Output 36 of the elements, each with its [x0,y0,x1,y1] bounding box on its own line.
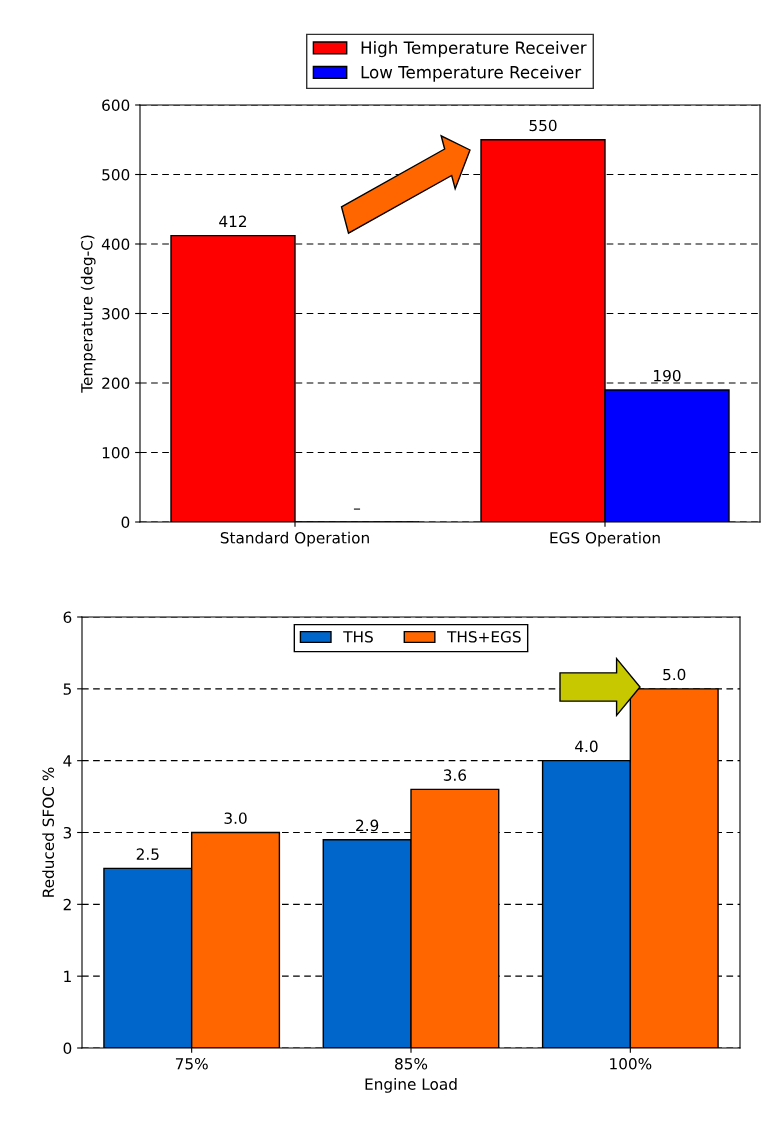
x-tick-label: Standard Operation [220,531,369,547]
text: – [353,508,361,510]
data-label: 5.0 [663,668,686,681]
x-tick-label: EGS Operation [550,531,660,547]
x-tick-label: 100% [610,1057,652,1070]
y-tick-label: 0 [121,516,130,529]
data-label: 3.6 [443,769,467,781]
legend-label: Low Temperature Receiver [361,65,582,82]
y-tick-label: 0 [63,1042,72,1055]
data-label: 2.5 [136,848,159,860]
data-label: 190 [654,369,681,382]
y-axis-title: Reduced SFOC % [42,767,55,897]
y-axis-title: Temperature (deg-C) [80,235,96,393]
data-label: 2.9 [356,819,379,832]
data-label: 412 [219,215,247,227]
data-label: 550 [529,119,557,132]
legend-label: High Temperature Receiver [361,41,587,58]
x-tick-label: 75% [175,1057,208,1070]
legend-label: THS+EGS [447,631,521,643]
y-tick-label: 500 [102,168,130,181]
y-tick-label: 6 [63,611,72,624]
y-tick-label: 5 [63,683,71,695]
x-axis-title: Engine Load [365,1078,457,1093]
y-tick-label: 200 [102,377,130,390]
y-tick-label: 400 [101,238,130,251]
y-tick-label: 2 [63,898,71,911]
legend-label: THS [343,631,373,643]
data-label: 4.0 [575,740,598,753]
x-tick-label: 85% [395,1057,428,1070]
y-tick-label: 600 [102,99,130,112]
y-tick-label: 3 [63,826,72,839]
data-label: 3.0 [224,812,247,824]
y-tick-label: 300 [102,307,130,320]
y-tick-label: 1 [64,970,71,982]
y-tick-label: 4 [63,755,72,767]
y-tick-label: 100 [102,446,130,459]
